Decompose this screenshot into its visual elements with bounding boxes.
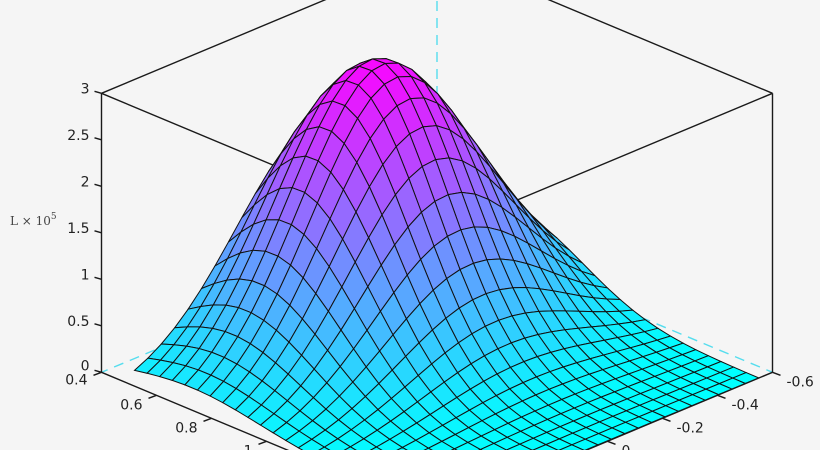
svg-text:-0.4: -0.4 bbox=[732, 397, 759, 413]
surface-mesh bbox=[133, 58, 761, 450]
svg-text:0: 0 bbox=[622, 443, 631, 450]
svg-text:-0.6: -0.6 bbox=[787, 374, 814, 390]
svg-text:0.8: 0.8 bbox=[175, 420, 197, 436]
axis-ticks: 0 0.5 1 1.5 2 2.5 3 0.4 0.6 0.8 1 -0.6 -0.4 -0.2 0 bbox=[65, 81, 814, 450]
svg-text:3: 3 bbox=[81, 81, 90, 97]
z-axis-label: L × 105 bbox=[10, 212, 57, 228]
axis-box-front bbox=[101, 371, 773, 450]
svg-text:0: 0 bbox=[81, 358, 90, 374]
svg-text:2.5: 2.5 bbox=[67, 128, 89, 144]
svg-text:-0.2: -0.2 bbox=[677, 420, 704, 436]
svg-text:0.5: 0.5 bbox=[67, 314, 89, 330]
svg-text:2: 2 bbox=[81, 174, 90, 190]
svg-text:1: 1 bbox=[81, 267, 90, 283]
svg-text:1: 1 bbox=[244, 443, 253, 450]
svg-text:0.6: 0.6 bbox=[120, 397, 142, 413]
svg-text:0.4: 0.4 bbox=[65, 372, 87, 388]
svg-text:1.5: 1.5 bbox=[67, 221, 89, 237]
